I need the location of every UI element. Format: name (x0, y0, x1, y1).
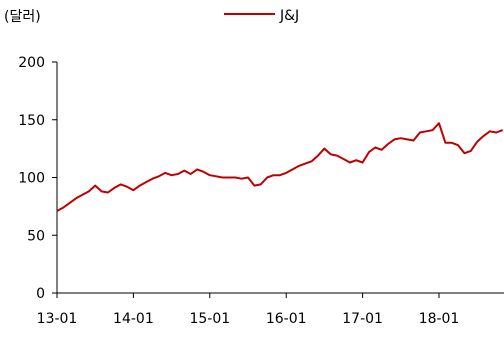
axes (56, 62, 504, 294)
y-tick-label: 150 (18, 113, 45, 129)
y-tick-label: 100 (18, 171, 45, 187)
x-tick-label: 16-01 (266, 311, 307, 327)
series-line-jj (56, 122, 504, 212)
x-tick-label: 14-01 (113, 311, 154, 327)
x-ticks: 13-01 14-01 15-01 16-01 17-01 18-01 (37, 293, 460, 327)
x-tick-label: 15-01 (189, 311, 230, 327)
legend: J&J (224, 8, 299, 24)
series-layer (56, 122, 504, 212)
x-tick-label: 13-01 (37, 311, 78, 327)
x-tick-label: 17-01 (342, 311, 383, 327)
x-tick-label: 18-01 (419, 311, 460, 327)
y-ticks: 0 50 100 150 200 (18, 55, 57, 302)
y-tick-label: 200 (18, 55, 45, 71)
y-tick-label: 0 (36, 286, 45, 302)
legend-label-jj: J&J (279, 8, 299, 24)
y-unit-label: (달러) (4, 9, 41, 25)
y-tick-label: 50 (27, 228, 45, 244)
